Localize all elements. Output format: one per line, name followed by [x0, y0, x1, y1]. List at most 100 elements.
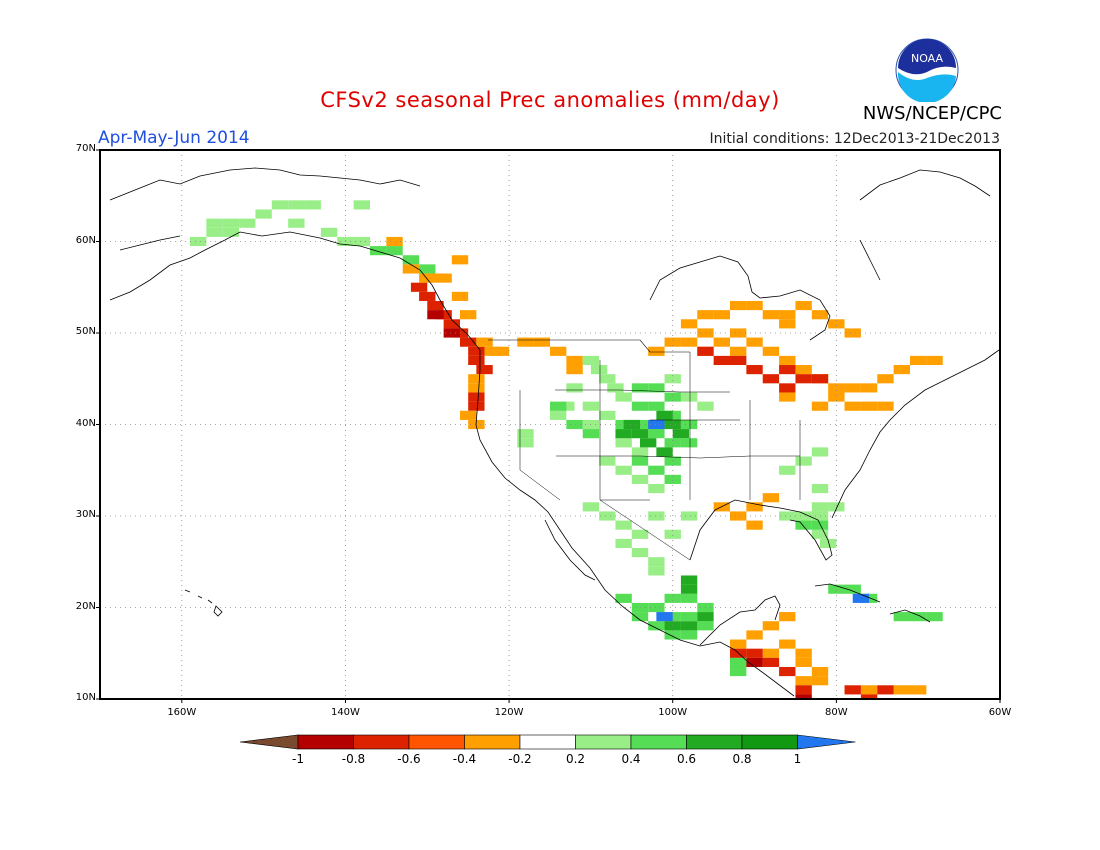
anomaly-cell [370, 246, 387, 256]
anomaly-cell [746, 648, 763, 658]
anomaly-cell [852, 593, 870, 603]
anomaly-cell [672, 429, 690, 439]
anomaly-cell [680, 621, 698, 631]
anomaly-cell [550, 410, 567, 420]
anomaly-cell [460, 337, 477, 347]
anomaly-cell [582, 429, 600, 439]
anomaly-cell [648, 383, 665, 393]
anomaly-cell [468, 355, 485, 366]
anomaly-cell [795, 300, 812, 311]
anomaly-cell [190, 236, 207, 247]
anomaly-cell [811, 401, 829, 411]
anomaly-cell [730, 511, 747, 521]
anomaly-cell [664, 374, 681, 384]
anomaly-cell [468, 392, 485, 402]
anomaly-cell [860, 685, 878, 695]
anomaly-cell [288, 200, 305, 210]
anomaly-cell [713, 310, 730, 320]
anomaly-cell [795, 374, 812, 384]
anomaly-cell [615, 593, 632, 603]
anomaly-cell [795, 694, 812, 699]
anomaly-cell [746, 630, 763, 640]
anomaly-cell [631, 429, 649, 439]
anomaly-cell [656, 447, 673, 457]
anomaly-cell [697, 346, 714, 356]
anomaly-cell [631, 529, 649, 539]
anomaly-cell [893, 612, 910, 622]
anomaly-cell [779, 392, 796, 402]
anomaly-cell [353, 236, 370, 247]
anomaly-cell [402, 264, 420, 274]
colorbar-high-arrow [797, 734, 856, 750]
anomaly-cell [427, 310, 444, 320]
anomaly-cell [599, 410, 616, 420]
anomaly-cell [590, 365, 608, 375]
anomaly-region-alaska-panhandle-wet [370, 246, 436, 274]
colorbar-label: 0.2 [565, 752, 586, 766]
colorbar-label: -0.6 [397, 752, 421, 766]
anomaly-cell [713, 337, 730, 347]
anomaly-cell [762, 493, 780, 503]
anomaly-region-florida-wet-2 [795, 520, 829, 530]
anomaly-cell [746, 502, 763, 512]
lat-label: 40N [75, 417, 96, 429]
anomaly-cell [697, 401, 714, 411]
anomaly-cell [206, 227, 223, 237]
anomaly-cell [451, 255, 469, 265]
anomaly-cell [811, 502, 829, 512]
anomaly-cell [680, 630, 698, 640]
anomaly-cell [730, 346, 747, 356]
anomaly-cell [893, 365, 910, 375]
anomaly-region-florida-wet [779, 447, 845, 549]
anomaly-cell [680, 392, 698, 402]
anomaly-cell [648, 401, 665, 411]
anomaly-cell [779, 511, 796, 521]
anomaly-cell [607, 383, 624, 393]
anomaly-cell [255, 209, 272, 219]
anomaly-cell [746, 657, 763, 667]
anomaly-cell [648, 419, 665, 430]
coastlines [109, 167, 1000, 697]
anomaly-cell [631, 383, 649, 393]
colorbar-segment [408, 734, 465, 750]
anomaly-cell [468, 374, 485, 384]
anomaly-cell [713, 355, 730, 366]
anomaly-cell [419, 291, 436, 301]
forecast-period: Apr-May-Jun 2014 [98, 128, 250, 148]
anomaly-cell [640, 438, 657, 448]
anomaly-cell [615, 429, 632, 439]
anomaly-cell [664, 474, 681, 484]
anomaly-cell [811, 520, 829, 530]
anomaly-cell [599, 511, 616, 521]
anomaly-cell [697, 621, 714, 631]
anomaly-cell [550, 401, 567, 411]
anomaly-cell [910, 355, 927, 366]
anomaly-cell [648, 621, 665, 631]
agency-label: NWS/NCEP/CPC [862, 103, 1002, 124]
anomaly-cell [762, 648, 780, 658]
anomaly-cell [664, 593, 681, 603]
anomaly-cell [615, 520, 632, 530]
anomaly-cell [476, 337, 493, 347]
anomaly-cell [631, 447, 649, 457]
anomaly-cell [239, 218, 256, 228]
anomaly-cell [697, 612, 714, 622]
anomaly-cell [468, 383, 485, 393]
anomaly-cell [811, 666, 829, 677]
anomaly-cell [795, 657, 812, 667]
anomaly-cell [680, 584, 698, 594]
anomaly-cell [451, 291, 469, 301]
anomaly-cell [206, 218, 223, 228]
anomaly-cell [828, 392, 845, 402]
anomaly-cell [730, 328, 747, 338]
anomaly-cell [828, 383, 845, 393]
colorbar-label: -0.2 [508, 752, 532, 766]
anomaly-cell [566, 383, 583, 393]
anomaly-cell [631, 401, 649, 411]
anomaly-cell [828, 584, 845, 594]
anomaly-cell [746, 300, 763, 311]
lon-label: 120W [494, 707, 524, 718]
anomaly-cell [795, 676, 812, 686]
anomaly-cell [844, 383, 861, 393]
